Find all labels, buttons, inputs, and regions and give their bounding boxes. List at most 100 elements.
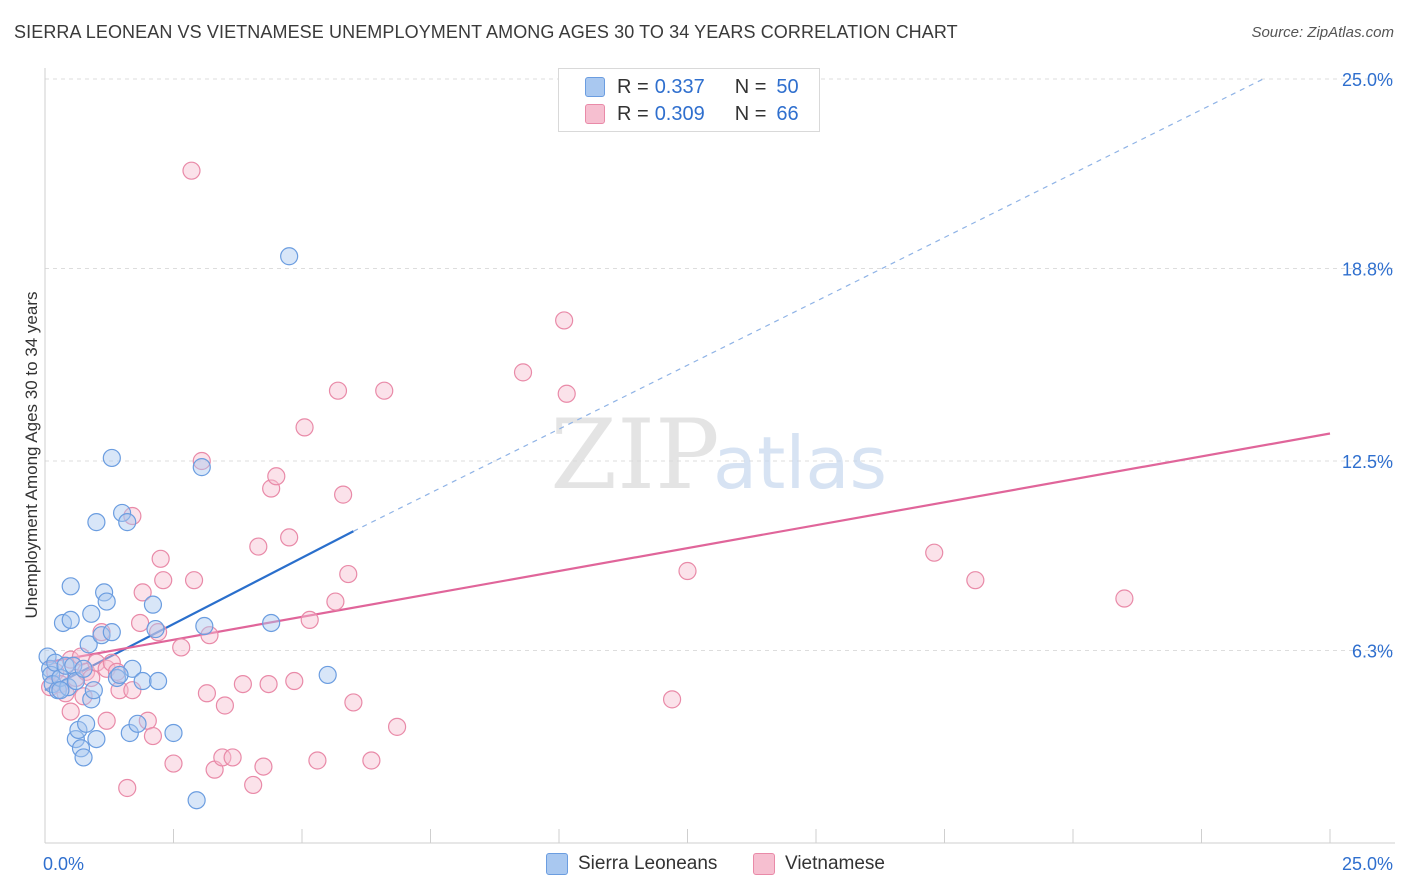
y-tick-label: 25.0%: [1342, 70, 1393, 90]
correlation-legend: R = 0.337 N = 50 R = 0.309 N = 66: [558, 68, 820, 132]
point-sierra-leonean: [84, 681, 103, 700]
trend-line-sierra-leoneans: [44, 530, 354, 692]
point-sierra-leonean: [56, 656, 75, 675]
point-vietnamese: [375, 381, 394, 400]
y-axis-label: Unemployment Among Ages 30 to 34 years: [22, 291, 41, 619]
y-tick-label: 12.5%: [1342, 452, 1393, 472]
trend-lines: [44, 78, 1331, 692]
trend-line-vietnamese: [44, 432, 1331, 664]
point-vietnamese: [244, 775, 263, 795]
point-sierra-leonean: [51, 681, 70, 700]
legend-row-sierra-leoneans: R = 0.337 N = 50: [585, 74, 799, 100]
point-vietnamese: [200, 626, 219, 645]
point-vietnamese: [151, 549, 170, 568]
legend-n-value: 66: [776, 102, 799, 125]
point-sierra-leonean: [187, 791, 206, 810]
point-vietnamese: [213, 748, 232, 767]
point-sierra-leonean: [280, 247, 299, 266]
point-vietnamese: [249, 537, 268, 556]
legend-r-label: R =: [617, 75, 649, 98]
point-vietnamese: [328, 381, 348, 400]
legend-r-value: 0.337: [654, 75, 705, 98]
point-vietnamese: [925, 543, 944, 562]
point-sierra-leonean: [61, 610, 80, 630]
point-vietnamese: [148, 623, 168, 642]
point-vietnamese: [123, 681, 142, 700]
point-sierra-leonean: [74, 659, 93, 678]
point-vietnamese: [557, 384, 576, 403]
bottom-legend-vietnamese: Vietnamese: [753, 852, 885, 876]
point-vietnamese: [61, 702, 80, 721]
point-vietnamese: [192, 451, 211, 471]
data-points: [38, 161, 1134, 810]
point-sierra-leonean: [77, 714, 96, 733]
point-vietnamese: [254, 757, 273, 776]
bottom-legend-swatch-blue: [546, 853, 568, 875]
point-vietnamese: [267, 467, 286, 486]
point-vietnamese: [223, 748, 242, 767]
tick-labels: 6.3% 12.5% 18.8% 25.0% 0.0% 25.0%: [43, 70, 1393, 874]
point-vietnamese: [966, 571, 985, 590]
point-sierra-leonean: [61, 577, 80, 596]
bottom-legend-label-vietnamese: Vietnamese: [785, 853, 885, 874]
point-vietnamese: [182, 161, 201, 180]
legend-row-vietnamese: R = 0.309 N = 66: [585, 101, 799, 127]
point-sierra-leonean: [102, 448, 121, 468]
legend-n-value: 50: [776, 75, 799, 98]
legend-swatch-pink: [585, 104, 605, 124]
point-vietnamese: [259, 674, 278, 694]
point-vietnamese: [1115, 589, 1134, 608]
point-vietnamese: [339, 564, 358, 584]
point-sierra-leonean: [74, 748, 93, 767]
point-sierra-leonean: [87, 729, 106, 749]
point-vietnamese: [133, 583, 152, 602]
point-vietnamese: [295, 418, 314, 437]
legend-r-label: R =: [617, 102, 649, 125]
bottom-legend-swatch-pink: [753, 853, 775, 875]
gridlines: [45, 78, 1395, 651]
point-sierra-leonean: [64, 656, 83, 675]
watermark: ZIP atlas: [550, 399, 887, 511]
watermark-zip: ZIP: [550, 399, 719, 511]
point-vietnamese: [326, 592, 345, 611]
point-vietnamese: [130, 613, 150, 633]
point-vietnamese: [513, 363, 533, 382]
point-sierra-leonean: [97, 592, 116, 611]
source-label: Source: ZipAtlas.com: [1251, 24, 1394, 41]
point-vietnamese: [143, 726, 163, 746]
y-tick-label: 6.3%: [1352, 641, 1393, 661]
point-vietnamese: [285, 671, 304, 691]
legend-r-value: 0.309: [654, 102, 705, 125]
point-vietnamese: [678, 561, 697, 581]
point-vietnamese: [97, 711, 116, 730]
point-vietnamese: [280, 528, 299, 547]
y-tick-label: 18.8%: [1342, 259, 1393, 279]
point-vietnamese: [164, 754, 183, 773]
legend-n-label: N =: [734, 102, 767, 125]
bottom-legend-label-sierra-leoneans: Sierra Leoneans: [578, 853, 718, 874]
point-vietnamese: [344, 693, 363, 712]
point-sierra-leonean: [143, 595, 163, 614]
point-sierra-leonean: [82, 604, 101, 623]
chart-title: SIERRA LEONEAN VS VIETNAMESE UNEMPLOYMEN…: [14, 22, 958, 42]
point-sierra-leonean: [92, 626, 111, 645]
point-vietnamese: [300, 610, 319, 630]
point-vietnamese: [197, 684, 217, 703]
x-tick-label: 0.0%: [43, 854, 84, 874]
point-sierra-leonean: [112, 503, 132, 523]
point-vietnamese: [215, 696, 234, 715]
point-sierra-leonean: [318, 665, 337, 685]
point-vietnamese: [308, 751, 327, 770]
point-vietnamese: [107, 662, 127, 681]
bottom-legend-sierra-leoneans: Sierra Leoneans: [546, 852, 717, 876]
point-sierra-leonean: [164, 723, 183, 743]
point-sierra-leonean: [148, 671, 168, 691]
point-sierra-leonean: [120, 723, 139, 743]
point-sierra-leonean: [128, 714, 147, 733]
point-sierra-leonean: [79, 635, 98, 654]
point-sierra-leonean: [195, 616, 214, 636]
x-tick-label: 25.0%: [1342, 854, 1393, 874]
point-sierra-leonean: [110, 665, 129, 685]
point-sierra-leonean: [102, 623, 121, 642]
